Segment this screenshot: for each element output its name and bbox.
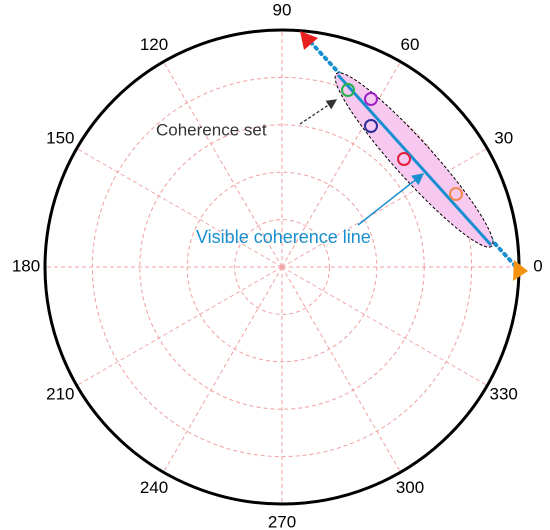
angle-label: 150 <box>46 128 74 147</box>
point <box>449 187 463 201</box>
polar-grid <box>45 30 519 504</box>
red-triangle <box>300 31 318 50</box>
grid-spoke <box>76 266 283 386</box>
angle-label: 300 <box>396 478 424 497</box>
grid-ring <box>234 219 330 315</box>
annotation: Visible coherence line <box>196 227 371 247</box>
grid-spoke <box>281 61 401 268</box>
angle-label: 330 <box>490 384 518 403</box>
point <box>397 152 411 166</box>
grid-spoke <box>281 148 488 268</box>
grid-spoke <box>76 148 283 268</box>
arrow <box>357 173 425 226</box>
angle-label: 90 <box>273 0 292 19</box>
grid-spoke <box>281 266 401 473</box>
point <box>341 83 355 97</box>
point <box>364 92 378 106</box>
angle-label: 120 <box>140 35 168 54</box>
angle-label: 240 <box>140 478 168 497</box>
point <box>364 119 378 133</box>
angle-label: 270 <box>268 512 296 530</box>
angle-label: 60 <box>401 35 420 54</box>
arrow <box>299 99 338 125</box>
orange-triangle <box>513 260 528 281</box>
coherence-line <box>336 73 493 247</box>
angle-label: 180 <box>12 256 40 275</box>
angle-label: 30 <box>494 128 513 147</box>
angle-label: 0 <box>533 256 542 275</box>
annotation: Coherence set <box>156 120 267 139</box>
angle-labels: 0 30 60 90 120 150 180 210 240 270 300 330 <box>12 0 543 530</box>
grid-spoke <box>163 266 283 473</box>
grid-spoke <box>163 61 283 268</box>
grid-spoke <box>281 266 488 386</box>
angle-label: 210 <box>46 384 74 403</box>
